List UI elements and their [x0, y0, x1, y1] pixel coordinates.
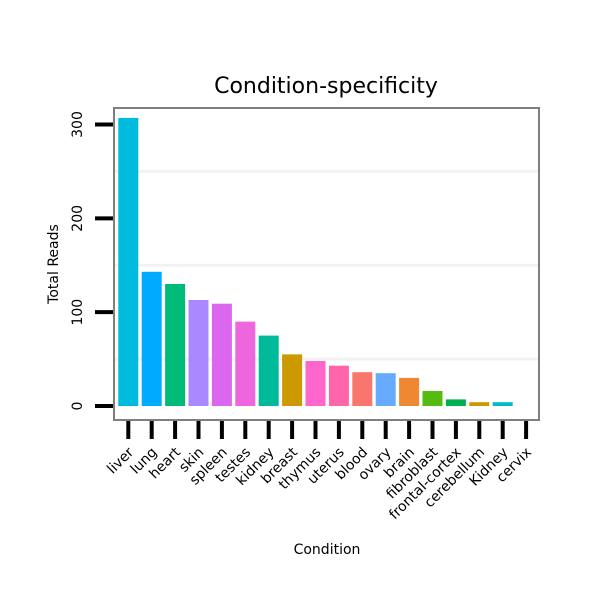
- bar-brain: [399, 377, 420, 406]
- y-axis-label: Total Reads: [46, 224, 62, 305]
- y-tick-label: 300: [70, 111, 86, 138]
- bar-thymus: [305, 361, 326, 406]
- bar-fibroblast: [422, 391, 443, 406]
- y-tick-label: 0: [70, 402, 86, 411]
- bar-ovary: [375, 373, 396, 406]
- y-tick-label: 100: [70, 299, 86, 326]
- bar-blood: [352, 372, 373, 406]
- gridlines: [115, 169, 538, 361]
- y-axis: 0 100 200 300: [70, 111, 113, 410]
- bar-heart: [165, 284, 186, 406]
- bar-liver: [118, 117, 139, 407]
- bar-kidney: [492, 402, 513, 406]
- x-axis: liverlungheartskinspleentesteskidneybrea…: [104, 421, 535, 523]
- bar-cerebellum: [469, 402, 490, 406]
- bar-testes: [235, 321, 256, 406]
- x-axis-label: Condition: [294, 542, 361, 558]
- chart-title: Condition-specificity: [214, 74, 438, 99]
- bar-spleen: [211, 303, 232, 406]
- bars: [118, 117, 513, 407]
- plot-panel: [113, 107, 540, 421]
- y-tick-label: 200: [70, 205, 86, 232]
- bar-skin: [188, 300, 209, 406]
- bar-breast: [282, 354, 303, 406]
- bar-kidney: [258, 335, 279, 406]
- bar-uterus: [328, 365, 349, 406]
- bar-frontal-cortex: [445, 399, 466, 406]
- bar-lung: [141, 271, 162, 406]
